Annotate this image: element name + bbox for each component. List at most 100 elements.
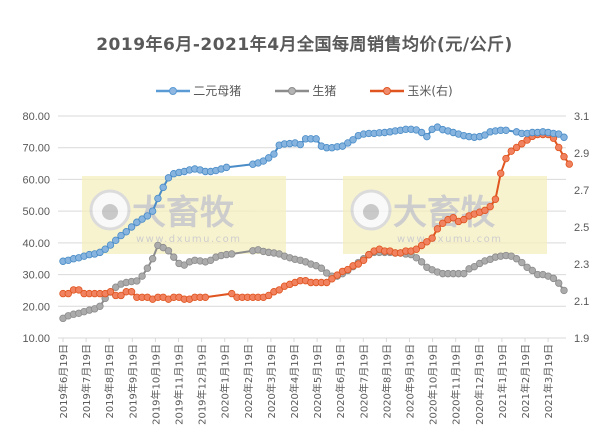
legend-label: 二元母猪 — [193, 84, 242, 98]
data-point — [180, 261, 188, 269]
data-point — [270, 150, 278, 158]
data-point — [549, 274, 558, 283]
x-tick-label: 2020年2月19日 — [242, 344, 255, 419]
x-tick-label: 2020年3月19日 — [265, 344, 278, 419]
data-point — [497, 169, 505, 178]
data-point — [417, 128, 426, 137]
data-point — [439, 219, 447, 227]
data-point — [512, 143, 521, 152]
data-point — [264, 291, 273, 300]
data-point — [64, 289, 72, 298]
data-point — [344, 265, 352, 274]
x-tick-label: 2020年4月19日 — [288, 344, 301, 419]
data-point — [133, 218, 141, 226]
data-point — [122, 228, 130, 236]
data-point — [159, 243, 167, 252]
x-tick-label: 2020年10月19日 — [427, 344, 440, 425]
data-point — [486, 202, 494, 211]
y-left-tick-label: 70.00 — [22, 143, 50, 155]
data-point — [159, 183, 167, 192]
data-point — [460, 269, 468, 278]
data-point — [491, 195, 500, 203]
x-tick-label: 2021年3月19日 — [542, 344, 555, 419]
x-tick-label: 2019年11月19日 — [173, 344, 186, 425]
data-point — [338, 142, 347, 150]
data-point — [117, 231, 125, 240]
data-point — [512, 255, 521, 263]
data-point — [555, 143, 563, 152]
y-left-tick-label: 20.00 — [22, 301, 50, 313]
data-point — [555, 279, 563, 287]
data-point — [143, 212, 152, 220]
data-point — [312, 135, 320, 143]
data-point — [528, 266, 537, 275]
x-tick-label: 2019年8月19日 — [103, 344, 116, 419]
data-point — [333, 271, 341, 279]
data-point — [449, 214, 457, 222]
data-point — [518, 140, 526, 148]
data-point — [560, 286, 568, 295]
y-left-tick-label: 80.00 — [22, 111, 50, 123]
data-point — [106, 288, 115, 296]
data-point — [117, 291, 125, 300]
data-point — [518, 258, 526, 267]
data-point — [417, 241, 426, 250]
x-tick-label: 2020年7月19日 — [357, 344, 370, 419]
y-right-tick-label: 2.1 — [574, 296, 589, 308]
data-point — [101, 245, 109, 253]
data-point — [127, 223, 136, 231]
y-left-tick-label: 10.00 — [22, 333, 50, 345]
data-point — [127, 288, 136, 296]
data-point — [555, 130, 563, 138]
data-point — [412, 245, 421, 253]
data-point — [433, 225, 442, 233]
data-point — [206, 256, 215, 264]
x-tick-label: 2021年1月19日 — [496, 344, 509, 419]
y-right-tick-label: 3.1 — [574, 111, 589, 123]
legend-marker-icon — [275, 86, 310, 95]
data-point — [502, 154, 510, 163]
data-point — [222, 163, 231, 172]
data-point — [359, 256, 368, 264]
data-point — [560, 152, 568, 161]
data-point — [322, 269, 331, 277]
data-point — [470, 262, 479, 271]
y-left-tick-label: 40.00 — [22, 238, 50, 250]
data-point — [154, 194, 162, 203]
x-tick-label: 2019年9月19日 — [126, 344, 139, 419]
y-right-tick-label: 2.5 — [574, 222, 589, 234]
y-right-tick-label: 2.3 — [574, 259, 589, 271]
x-tick-label: 2020年11月19日 — [450, 344, 463, 425]
x-tick-label: 2019年12月19日 — [196, 344, 209, 425]
data-point — [106, 241, 115, 249]
data-point — [502, 126, 510, 134]
x-tick-label: 2020年8月19日 — [380, 344, 393, 419]
x-tick-label: 2020年6月19日 — [334, 344, 347, 419]
data-point — [148, 207, 157, 215]
data-point — [317, 264, 326, 272]
x-tick-label: 2020年5月19日 — [311, 344, 324, 419]
data-point — [412, 254, 421, 262]
data-point — [264, 154, 273, 162]
series-corn — [59, 130, 573, 303]
data-point — [259, 157, 268, 165]
legend-label: 生猪 — [312, 84, 337, 98]
legend-item-sow: 二元母猪 — [156, 82, 241, 99]
data-point — [417, 258, 426, 266]
y-right-tick-label: 2.7 — [574, 185, 589, 197]
data-point — [148, 255, 157, 263]
x-tick-label: 2021年2月19日 — [519, 344, 532, 419]
data-point — [428, 234, 436, 242]
data-point — [460, 215, 468, 224]
series-sow — [59, 123, 568, 265]
x-tick-label: 2019年6月19日 — [57, 344, 70, 419]
data-point — [228, 250, 236, 258]
y-left-tick-label: 30.00 — [22, 270, 50, 282]
data-point — [143, 264, 152, 272]
legend-item-corn: 玉米(右) — [370, 82, 453, 99]
y-left-tick-label: 50.00 — [22, 206, 50, 218]
data-point — [112, 283, 120, 291]
data-point — [201, 293, 210, 301]
data-point — [481, 131, 489, 139]
